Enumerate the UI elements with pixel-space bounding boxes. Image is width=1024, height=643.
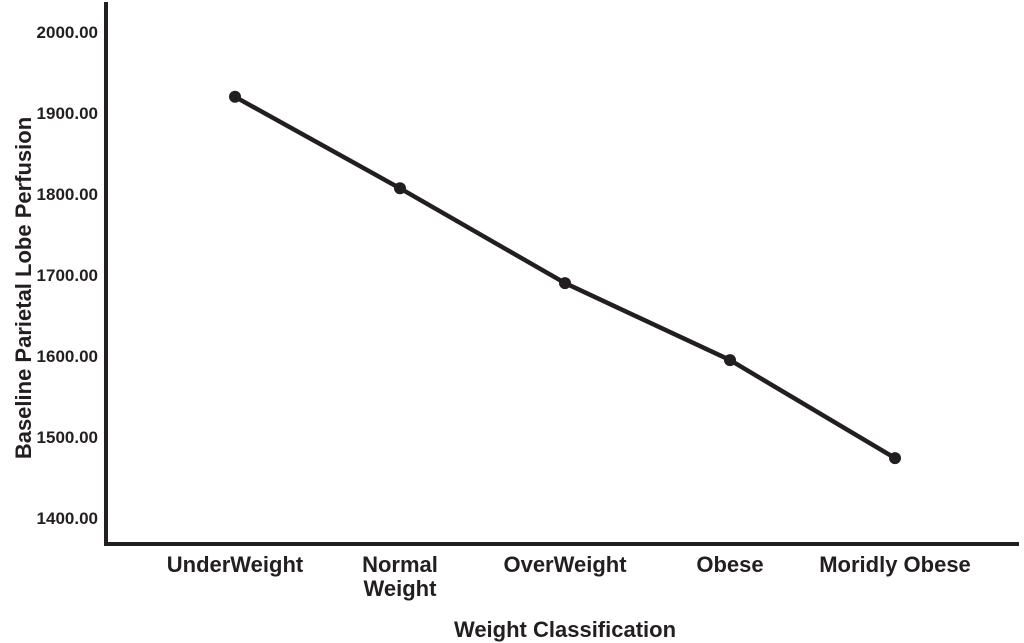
y-tick-label: 1400.00 — [37, 509, 98, 528]
y-axis-tick-labels: 2000.00 1900.00 1800.00 1700.00 1600.00 1500.… — [37, 23, 98, 528]
data-point — [724, 354, 736, 367]
y-tick-label: 1700.00 — [37, 266, 98, 285]
y-tick-label: 1600.00 — [37, 347, 98, 366]
x-axis-category-labels: UnderWeight Normal Weight OverWeight Obese Mo… — [167, 552, 971, 601]
y-tick-label: 1800.00 — [37, 185, 98, 204]
x-category-label: OverWeight — [503, 552, 627, 577]
y-axis-title: Baseline Parietal Lobe Perfusion — [11, 117, 36, 459]
x-category-label: Normal Weight — [362, 552, 438, 601]
y-tick-label: 1500.00 — [37, 428, 98, 447]
y-tick-label: 1900.00 — [37, 104, 98, 123]
x-category-label: Obese — [696, 552, 763, 577]
x-category-label: Moridly Obese — [819, 552, 971, 577]
y-tick-label: 2000.00 — [37, 23, 98, 42]
data-point — [889, 452, 901, 465]
data-point — [229, 90, 241, 103]
data-point — [559, 277, 571, 290]
x-category-label: UnderWeight — [167, 552, 304, 577]
data-point-markers — [229, 90, 901, 465]
x-axis-title: Weight Classification — [454, 617, 676, 642]
data-point — [394, 182, 406, 195]
